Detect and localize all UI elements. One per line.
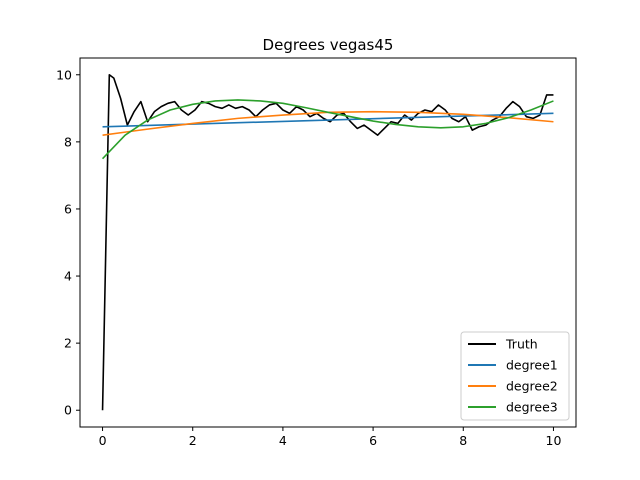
x-tick-label: 0	[99, 433, 107, 448]
series-line-degree3	[101, 99, 554, 160]
axis-ticks: 0 2 4 6 8 10 0 2 4 6 8 10	[56, 67, 561, 448]
legend-label-degree3: degree3	[506, 400, 558, 415]
legend-label-degree1: degree1	[506, 358, 558, 373]
y-tick-label: 2	[64, 336, 72, 351]
y-tick-label: 0	[64, 403, 72, 418]
y-tick-label: 10	[56, 67, 72, 82]
y-tick-label: 8	[64, 134, 72, 149]
plot-area	[101, 73, 554, 411]
legend: Truth degree1 degree2 degree3	[460, 331, 570, 421]
x-tick-label: 10	[546, 433, 562, 448]
x-tick-label: 8	[459, 433, 467, 448]
x-tick-label: 2	[189, 433, 197, 448]
axes-frame	[79, 57, 577, 428]
legend-box	[460, 331, 570, 421]
x-tick-label: 6	[369, 433, 377, 448]
y-tick-label: 6	[64, 201, 72, 216]
legend-label-truth: Truth	[505, 337, 538, 352]
y-tick-label: 4	[64, 269, 72, 284]
x-tick-label: 4	[279, 433, 287, 448]
legend-label-degree2: degree2	[506, 379, 558, 394]
chart-title: Degrees vegas45	[263, 36, 394, 54]
